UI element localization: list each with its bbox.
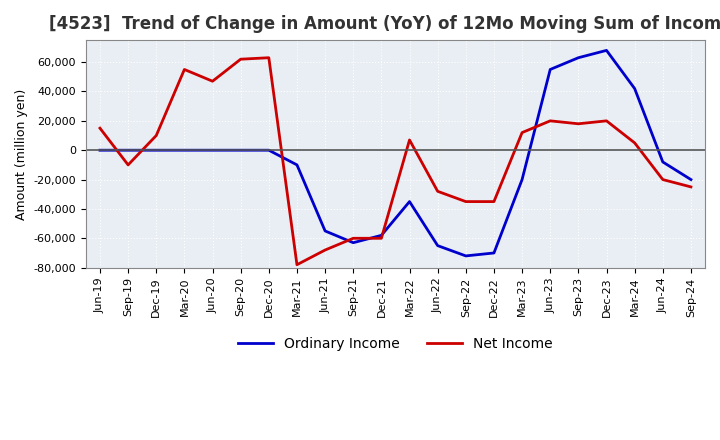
Ordinary Income xyxy=(236,147,245,153)
Net Income xyxy=(264,55,273,60)
Ordinary Income xyxy=(433,243,442,248)
Ordinary Income xyxy=(152,147,161,153)
Net Income xyxy=(602,118,611,124)
Line: Ordinary Income: Ordinary Income xyxy=(100,51,691,256)
Net Income xyxy=(659,177,667,182)
Ordinary Income xyxy=(264,147,273,153)
Ordinary Income xyxy=(208,147,217,153)
Ordinary Income xyxy=(574,55,582,60)
Net Income xyxy=(208,79,217,84)
Net Income xyxy=(687,184,696,190)
Ordinary Income xyxy=(687,177,696,182)
Net Income xyxy=(321,247,330,253)
Ordinary Income xyxy=(602,48,611,53)
Net Income xyxy=(152,133,161,138)
Net Income xyxy=(405,137,414,143)
Ordinary Income xyxy=(462,253,470,259)
Net Income xyxy=(96,125,104,131)
Ordinary Income xyxy=(96,147,104,153)
Net Income xyxy=(490,199,498,204)
Ordinary Income xyxy=(292,162,301,168)
Ordinary Income xyxy=(349,240,358,246)
Title: [4523]  Trend of Change in Amount (YoY) of 12Mo Moving Sum of Incomes: [4523] Trend of Change in Amount (YoY) o… xyxy=(49,15,720,33)
Ordinary Income xyxy=(490,250,498,256)
Ordinary Income xyxy=(124,147,132,153)
Net Income xyxy=(462,199,470,204)
Net Income xyxy=(292,262,301,268)
Ordinary Income xyxy=(180,147,189,153)
Net Income xyxy=(236,57,245,62)
Net Income xyxy=(433,189,442,194)
Net Income xyxy=(124,162,132,168)
Line: Net Income: Net Income xyxy=(100,58,691,265)
Net Income xyxy=(630,140,639,146)
Legend: Ordinary Income, Net Income: Ordinary Income, Net Income xyxy=(233,331,559,356)
Ordinary Income xyxy=(630,86,639,91)
Ordinary Income xyxy=(377,233,386,238)
Net Income xyxy=(518,130,526,135)
Y-axis label: Amount (million yen): Amount (million yen) xyxy=(15,88,28,220)
Net Income xyxy=(546,118,554,124)
Ordinary Income xyxy=(659,159,667,165)
Ordinary Income xyxy=(546,67,554,72)
Net Income xyxy=(180,67,189,72)
Ordinary Income xyxy=(405,199,414,204)
Ordinary Income xyxy=(321,228,330,234)
Net Income xyxy=(377,236,386,241)
Net Income xyxy=(574,121,582,126)
Ordinary Income xyxy=(518,177,526,182)
Net Income xyxy=(349,236,358,241)
